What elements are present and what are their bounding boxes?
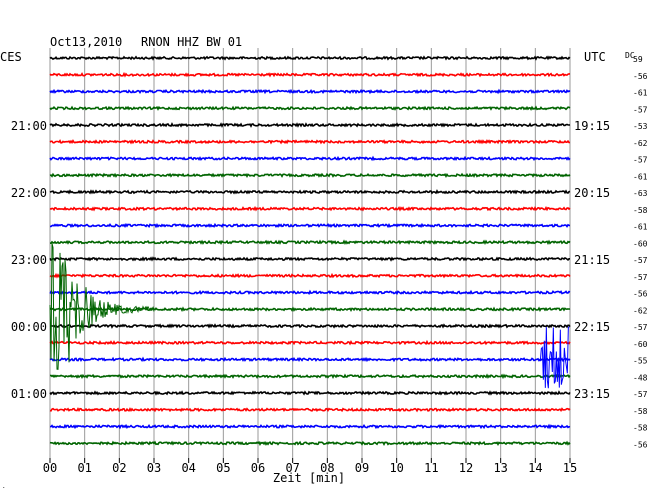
right-zone-label: UTC bbox=[584, 50, 606, 64]
trace-16 bbox=[50, 323, 571, 329]
right-time-label-4: 23:15 bbox=[574, 387, 610, 401]
trace-2 bbox=[49, 88, 571, 95]
trace-14 bbox=[49, 289, 571, 296]
dc-offset-4: -53 bbox=[633, 122, 648, 131]
x-axis-ticks: 00 01 02 03 04 05 06 07 08 09 10 11 12 13 14 15 bbox=[43, 458, 577, 475]
x-tick-label-5: 05 bbox=[216, 461, 230, 475]
dc-offset-5: -62 bbox=[633, 139, 648, 148]
right-time-label-0: 19:15 bbox=[574, 119, 610, 133]
x-tick-label-11: 11 bbox=[424, 461, 438, 475]
trace-6 bbox=[49, 155, 571, 162]
right-time-labels: 19:15 20:15 21:15 22:15 23:15 bbox=[574, 119, 610, 401]
trace-17 bbox=[49, 339, 571, 346]
dc-offset-8: -63 bbox=[633, 189, 648, 198]
x-tick-label-7: 07 bbox=[285, 461, 299, 475]
trace-10 bbox=[50, 222, 570, 229]
dc-offset-16: -57 bbox=[633, 323, 648, 332]
trace-3 bbox=[49, 105, 571, 111]
dc-offset-15: -62 bbox=[633, 306, 648, 315]
trace-23 bbox=[49, 440, 571, 447]
dc-offset-1: -56 bbox=[633, 72, 648, 81]
dc-offset-11: -60 bbox=[633, 239, 648, 248]
corner-mark: . bbox=[2, 483, 6, 490]
x-tick-label-6: 06 bbox=[251, 461, 265, 475]
trace-19 bbox=[49, 373, 571, 380]
trace-11 bbox=[49, 239, 571, 246]
left-zone-label: CES bbox=[0, 50, 22, 64]
trace-8 bbox=[49, 189, 571, 195]
x-tick-label-14: 14 bbox=[528, 461, 542, 475]
left-time-label-1: 22:00 bbox=[11, 186, 47, 200]
trace-22 bbox=[49, 423, 571, 430]
right-time-label-2: 21:15 bbox=[574, 253, 610, 267]
left-time-label-3: 00:00 bbox=[11, 320, 47, 334]
dc-offset-labels: 59 -56 -61 -57 -53 -62 -57 -61 -63 -58 -61 -60 -57 -5… bbox=[633, 55, 648, 449]
header-station: RNON HHZ BW 01 bbox=[141, 35, 242, 49]
x-tick-label-2: 02 bbox=[112, 461, 126, 475]
dc-offset-9: -58 bbox=[633, 206, 648, 215]
trace-21 bbox=[49, 407, 571, 413]
left-time-label-4: 01:00 bbox=[11, 387, 47, 401]
trace-5 bbox=[49, 139, 571, 145]
dc-offset-14: -56 bbox=[633, 290, 648, 299]
trace-20 bbox=[49, 390, 571, 396]
dc-offset-12: -57 bbox=[633, 256, 648, 265]
dc-offset-13: -57 bbox=[633, 273, 648, 282]
right-time-label-1: 20:15 bbox=[574, 186, 610, 200]
dc-offset-19: -48 bbox=[633, 373, 648, 382]
x-tick-label-3: 03 bbox=[147, 461, 161, 475]
dc-offset-22: -58 bbox=[633, 424, 648, 433]
left-time-label-2: 23:00 bbox=[11, 253, 47, 267]
trace-4 bbox=[49, 122, 571, 128]
x-tick-label-10: 10 bbox=[389, 461, 403, 475]
header-date: Oct13,2010 bbox=[50, 35, 122, 49]
x-tick-label-15: 15 bbox=[563, 461, 577, 475]
trace-9 bbox=[49, 205, 571, 212]
x-tick-label-12: 12 bbox=[459, 461, 473, 475]
event-burst-1 bbox=[539, 326, 570, 389]
x-tick-label-8: 08 bbox=[320, 461, 334, 475]
dc-offset-10: -61 bbox=[633, 223, 648, 232]
left-time-labels: 21:00 22:00 23:00 00:00 01:00 bbox=[11, 119, 47, 401]
trace-1 bbox=[49, 71, 570, 78]
dc-offset-20: -57 bbox=[633, 390, 648, 399]
x-tick-label-1: 01 bbox=[77, 461, 91, 475]
trace-12 bbox=[49, 256, 570, 262]
dc-offset-3: -57 bbox=[633, 105, 648, 114]
right-time-label-3: 22:15 bbox=[574, 320, 610, 334]
dc-offset-2: -61 bbox=[633, 89, 648, 98]
x-tick-label-9: 09 bbox=[355, 461, 369, 475]
grid-lines bbox=[49, 48, 571, 458]
trace-18 bbox=[49, 356, 571, 363]
dc-offset-17: -60 bbox=[633, 340, 648, 349]
x-axis-label: Zeit [min] bbox=[273, 471, 345, 485]
dc-offset-6: -57 bbox=[633, 156, 648, 165]
trace-13 bbox=[49, 272, 571, 279]
dc-offset-7: -61 bbox=[633, 172, 648, 181]
event-burst-0 bbox=[49, 243, 155, 370]
seismic-traces bbox=[49, 55, 571, 447]
trace-15 bbox=[49, 306, 571, 313]
dc-offset-21: -58 bbox=[633, 407, 648, 416]
dc-offset-0: 59 bbox=[633, 55, 643, 64]
left-time-label-0: 21:00 bbox=[11, 119, 47, 133]
dc-label: DC bbox=[625, 51, 635, 60]
x-tick-label-4: 04 bbox=[181, 461, 195, 475]
trace-0 bbox=[49, 55, 571, 61]
trace-7 bbox=[49, 172, 571, 179]
x-tick-label-13: 13 bbox=[493, 461, 507, 475]
dc-offset-23: -56 bbox=[633, 440, 648, 449]
x-tick-label-0: 00 bbox=[43, 461, 57, 475]
dc-offset-18: -55 bbox=[633, 357, 648, 366]
